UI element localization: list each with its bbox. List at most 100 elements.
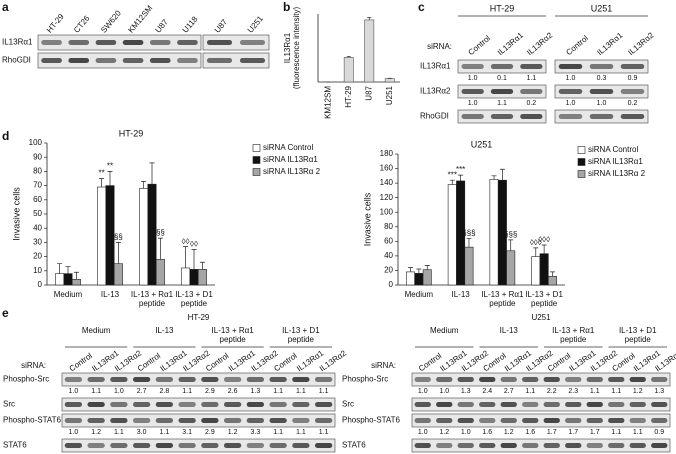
error-bar	[73, 271, 79, 280]
y-tick-label: 40	[33, 223, 42, 232]
blot-band	[461, 89, 484, 94]
quant-label: 2.3	[568, 388, 578, 395]
blot-band	[64, 443, 83, 448]
blot-band	[314, 377, 333, 382]
blot-band	[629, 418, 646, 423]
lane-label: U87	[213, 17, 230, 34]
legend-label: siRNA IL13Rα1	[263, 155, 318, 164]
blot-band	[414, 402, 431, 407]
error-bar	[65, 266, 71, 274]
lane-label: U118	[181, 14, 200, 34]
blot-band	[155, 402, 174, 407]
group-label: IL-13 + D1 peptide	[619, 326, 657, 344]
panel-label: a	[2, 0, 9, 14]
blot-band	[589, 64, 614, 69]
chart-title: HT-29	[119, 128, 144, 138]
y-tick-label: 100	[29, 138, 43, 147]
quant-label: 1.0	[69, 429, 79, 436]
lane-label: HT-29	[45, 12, 66, 35]
x-tick-label: IL-13	[452, 290, 471, 299]
bar	[422, 269, 432, 286]
bar	[406, 271, 416, 286]
x-tick-label: Medium	[405, 290, 434, 299]
lane-label: Control	[68, 351, 94, 373]
blot-band	[87, 443, 105, 448]
quant-label: 1.1	[296, 388, 306, 395]
lane-label: IL13Rα2	[525, 30, 555, 57]
blot-band	[239, 58, 266, 63]
row-label: IL13Rα1	[2, 38, 33, 47]
row-label: STAT6	[342, 441, 366, 450]
annotation: ◊◊◊	[530, 238, 542, 247]
blot-band	[620, 89, 645, 94]
quant-label: 2.9	[205, 429, 215, 436]
annotation: **	[107, 162, 113, 171]
quant-label: 1.0	[468, 75, 478, 82]
x-tick-label: Medium	[54, 290, 83, 299]
bar	[55, 273, 65, 286]
quant-label: 2.7	[137, 388, 147, 395]
quant-label: 1.1	[91, 388, 101, 395]
blot-band	[436, 377, 453, 382]
quant-label: 1.7	[547, 429, 557, 436]
blot-band	[589, 89, 614, 94]
blot-band	[500, 377, 517, 382]
lane-label: Control	[467, 34, 493, 58]
row-label: Phospho-STAT6	[342, 416, 401, 425]
bar	[197, 269, 207, 286]
x-tick-label: HT-29	[344, 85, 353, 107]
row-label: Phospho-Src	[342, 375, 388, 384]
quant-label: 1.1	[633, 429, 643, 436]
quant-label: 0.1	[497, 75, 507, 82]
y-tick-label: 50	[33, 209, 42, 218]
bar	[189, 269, 199, 286]
quant-label: 0.9	[628, 75, 638, 82]
y-tick-label: 60	[384, 236, 393, 245]
y-tick-label: 20	[33, 252, 42, 261]
bar	[155, 259, 165, 286]
sirna-label: siRNA:	[427, 42, 452, 51]
lane-label: Control	[417, 351, 443, 373]
quant-label: 2.7	[504, 388, 514, 395]
group-label: IL-13 + Rα1 peptide	[212, 326, 255, 344]
blot-band	[292, 377, 310, 382]
blot-band	[178, 402, 196, 407]
legend-label: siRNA IL13Rα 2	[263, 167, 321, 176]
quant-label: 1.0	[566, 100, 576, 107]
blot-band	[414, 377, 431, 382]
quant-label: 1.0	[566, 75, 576, 82]
error-bar	[99, 178, 105, 188]
blot-band	[608, 443, 625, 448]
blot-band	[565, 402, 582, 407]
blot-strip	[411, 413, 671, 428]
x-tick-label: U251	[385, 85, 394, 105]
y-axis-label: IL13Rα1(fluorescence intensity)	[283, 7, 301, 90]
quant-label: 2.2	[547, 388, 557, 395]
y-axis-label: Invasive cells	[11, 187, 21, 241]
bar	[147, 183, 157, 286]
error-bar	[183, 246, 189, 268]
blot-band	[64, 377, 83, 382]
quant-label: 1.0	[597, 100, 607, 107]
y-tick-label: 60	[33, 195, 42, 204]
blot-band	[565, 377, 582, 382]
bar	[71, 279, 81, 286]
error-bar	[533, 247, 539, 257]
group-label: IL-13	[500, 326, 519, 335]
blot-band	[178, 418, 196, 423]
y-tick-label: 80	[33, 167, 42, 176]
blot-band	[314, 443, 333, 448]
row-label: STAT6	[3, 441, 27, 450]
blot-band	[522, 443, 539, 448]
error-bar	[549, 271, 555, 277]
bar	[447, 184, 457, 286]
y-axis-label: Invasive cells	[362, 192, 372, 246]
blot-band	[41, 40, 62, 45]
bar	[181, 267, 191, 286]
blot-band	[269, 377, 287, 382]
annotation: ***	[456, 165, 465, 174]
blot-band	[269, 402, 287, 407]
panel-label: d	[2, 129, 9, 143]
blot-band	[206, 58, 233, 63]
blot-band	[651, 377, 668, 382]
